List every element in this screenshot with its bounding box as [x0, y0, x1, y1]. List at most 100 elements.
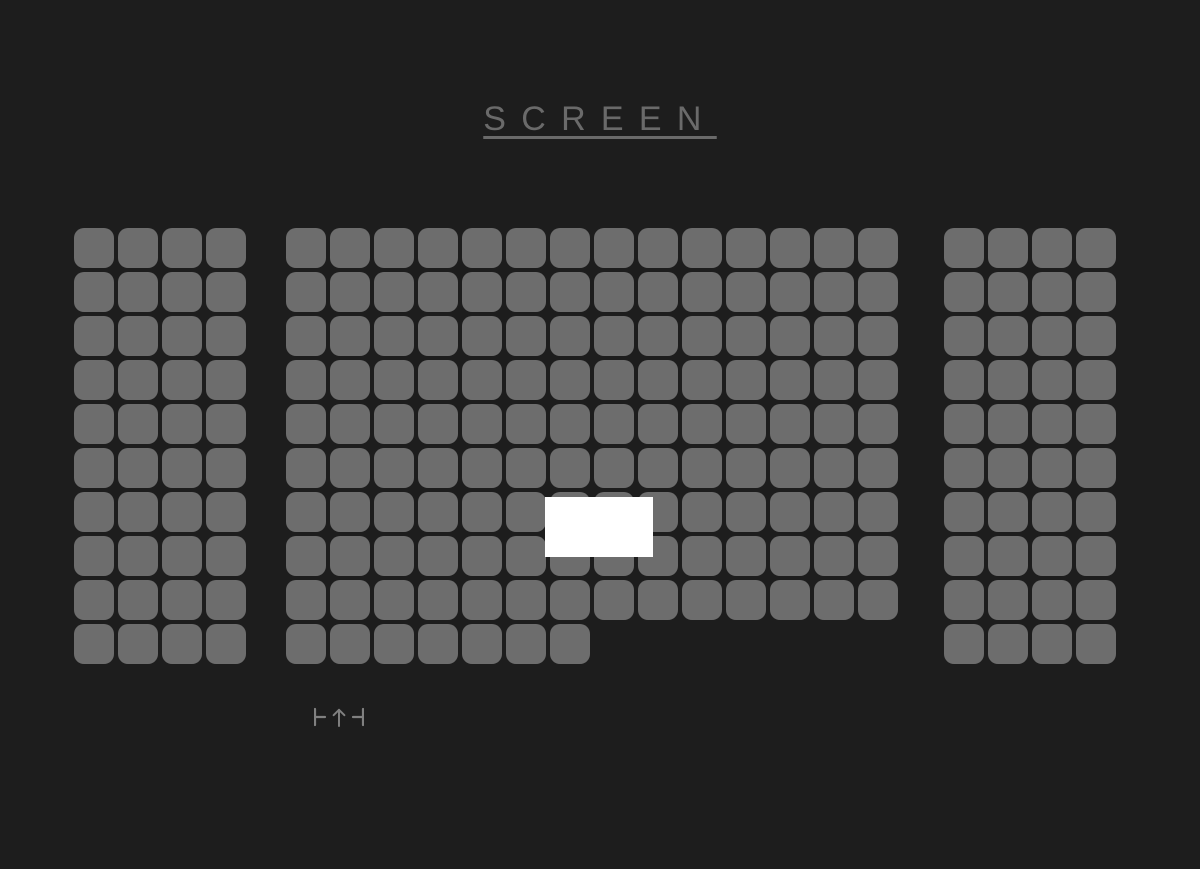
seat[interactable]: [1076, 536, 1116, 576]
seat[interactable]: [462, 580, 502, 620]
seat[interactable]: [550, 448, 590, 488]
seat[interactable]: [550, 316, 590, 356]
seat[interactable]: [506, 404, 546, 444]
seat[interactable]: [74, 624, 114, 664]
seat[interactable]: [682, 580, 722, 620]
seat[interactable]: [988, 316, 1028, 356]
seat[interactable]: [118, 492, 158, 532]
seat[interactable]: [74, 404, 114, 444]
seat[interactable]: [1076, 404, 1116, 444]
seat[interactable]: [814, 536, 854, 576]
seat[interactable]: [726, 580, 766, 620]
seat[interactable]: [374, 228, 414, 268]
seat[interactable]: [286, 316, 326, 356]
seat[interactable]: [118, 448, 158, 488]
seat[interactable]: [638, 580, 678, 620]
seat[interactable]: [162, 448, 202, 488]
seat[interactable]: [988, 492, 1028, 532]
seat[interactable]: [286, 228, 326, 268]
seat[interactable]: [726, 228, 766, 268]
seat[interactable]: [374, 404, 414, 444]
seat[interactable]: [858, 360, 898, 400]
seat[interactable]: [506, 228, 546, 268]
seat[interactable]: [770, 404, 810, 444]
seat[interactable]: [462, 360, 502, 400]
seat[interactable]: [462, 228, 502, 268]
seat[interactable]: [74, 316, 114, 356]
seat[interactable]: [286, 580, 326, 620]
seat[interactable]: [726, 316, 766, 356]
seat[interactable]: [374, 272, 414, 312]
seat[interactable]: [206, 536, 246, 576]
seat[interactable]: [506, 360, 546, 400]
seat[interactable]: [506, 272, 546, 312]
seat[interactable]: [944, 272, 984, 312]
seat[interactable]: [1076, 492, 1116, 532]
seat[interactable]: [858, 448, 898, 488]
seat[interactable]: [374, 536, 414, 576]
seat[interactable]: [638, 448, 678, 488]
selected-seats-block[interactable]: [545, 497, 653, 557]
seat[interactable]: [944, 448, 984, 488]
seat[interactable]: [118, 580, 158, 620]
seat[interactable]: [988, 448, 1028, 488]
seat[interactable]: [682, 228, 722, 268]
seat[interactable]: [550, 360, 590, 400]
seat[interactable]: [1032, 624, 1072, 664]
seat[interactable]: [74, 448, 114, 488]
seat[interactable]: [206, 580, 246, 620]
seat[interactable]: [1076, 580, 1116, 620]
seat[interactable]: [286, 448, 326, 488]
seat[interactable]: [682, 448, 722, 488]
seat[interactable]: [814, 492, 854, 532]
seat[interactable]: [814, 580, 854, 620]
seat[interactable]: [374, 624, 414, 664]
seat[interactable]: [506, 316, 546, 356]
seat[interactable]: [418, 448, 458, 488]
seat[interactable]: [506, 624, 546, 664]
seat[interactable]: [206, 492, 246, 532]
seat[interactable]: [770, 492, 810, 532]
seat[interactable]: [682, 536, 722, 576]
seat[interactable]: [462, 492, 502, 532]
seat[interactable]: [814, 448, 854, 488]
seat[interactable]: [330, 404, 370, 444]
seat[interactable]: [374, 316, 414, 356]
seat[interactable]: [770, 360, 810, 400]
seat[interactable]: [682, 272, 722, 312]
seat[interactable]: [682, 360, 722, 400]
seat[interactable]: [74, 272, 114, 312]
seat[interactable]: [74, 492, 114, 532]
seat[interactable]: [550, 624, 590, 664]
seat[interactable]: [330, 580, 370, 620]
seat[interactable]: [988, 228, 1028, 268]
seat[interactable]: [1032, 316, 1072, 356]
seat[interactable]: [330, 492, 370, 532]
seat[interactable]: [814, 228, 854, 268]
seat[interactable]: [988, 624, 1028, 664]
seat[interactable]: [1076, 360, 1116, 400]
seat[interactable]: [462, 316, 502, 356]
seat[interactable]: [462, 536, 502, 576]
seat[interactable]: [374, 492, 414, 532]
seat[interactable]: [814, 272, 854, 312]
seat[interactable]: [726, 272, 766, 312]
seat[interactable]: [988, 404, 1028, 444]
seat[interactable]: [1032, 228, 1072, 268]
seat[interactable]: [594, 316, 634, 356]
seat[interactable]: [506, 448, 546, 488]
seat[interactable]: [286, 360, 326, 400]
seat[interactable]: [462, 272, 502, 312]
seat[interactable]: [286, 272, 326, 312]
seat[interactable]: [162, 580, 202, 620]
seat[interactable]: [418, 536, 458, 576]
seat[interactable]: [1032, 536, 1072, 576]
seat[interactable]: [330, 448, 370, 488]
seat[interactable]: [330, 360, 370, 400]
seat[interactable]: [418, 624, 458, 664]
seat[interactable]: [944, 404, 984, 444]
seat[interactable]: [726, 492, 766, 532]
seat[interactable]: [118, 272, 158, 312]
seat[interactable]: [206, 624, 246, 664]
seat[interactable]: [118, 360, 158, 400]
